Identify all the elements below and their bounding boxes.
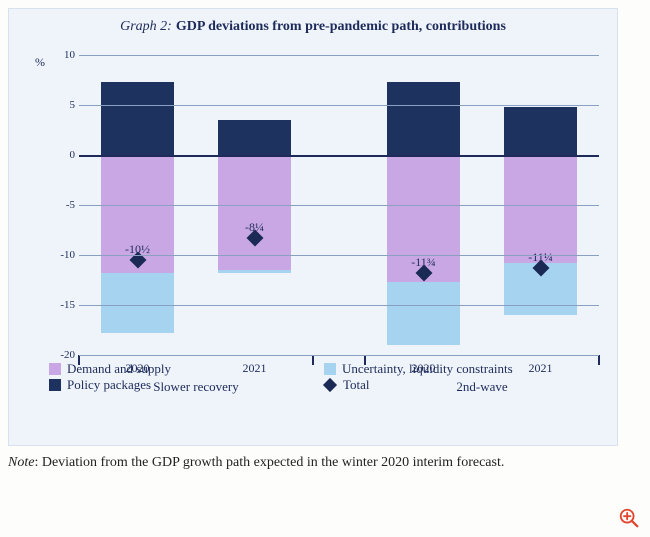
x-sep-tick bbox=[364, 355, 366, 365]
bar-uncertainty bbox=[387, 282, 460, 345]
gridline bbox=[79, 255, 599, 256]
y-tick-label: 0 bbox=[49, 149, 75, 161]
x-category-label: 2021 bbox=[243, 361, 267, 376]
bar-uncertainty bbox=[218, 270, 291, 273]
chart-title-text: GDP deviations from pre-pandemic path, c… bbox=[176, 19, 506, 34]
legend-label-demand-supply: Demand and supply bbox=[67, 361, 171, 377]
gridline bbox=[79, 205, 599, 206]
zoom-in-icon[interactable] bbox=[618, 507, 640, 529]
total-label: -8¼ bbox=[245, 220, 264, 235]
gridline bbox=[79, 155, 599, 157]
swatch-policy bbox=[49, 379, 61, 391]
gridline bbox=[79, 55, 599, 56]
legend-label-total: Total bbox=[343, 377, 370, 393]
chart-title: Graph 2: GDP deviations from pre-pandemi… bbox=[27, 17, 599, 35]
legend-item-demand-supply: Demand and supply bbox=[49, 361, 324, 377]
gridline bbox=[79, 305, 599, 306]
gridline bbox=[79, 355, 599, 356]
bar-policy bbox=[387, 82, 460, 155]
swatch-demand-supply bbox=[49, 363, 61, 375]
note-label: Note bbox=[8, 455, 34, 470]
swatch-uncertainty bbox=[324, 363, 336, 375]
bar-demand-supply bbox=[218, 155, 291, 270]
swatch-total bbox=[323, 378, 337, 392]
y-tick-label: -5 bbox=[49, 199, 75, 211]
y-axis-unit: % bbox=[35, 55, 45, 70]
x-category-label: 2021 bbox=[529, 361, 553, 376]
x-sep-tick bbox=[598, 355, 600, 365]
note-text: : Deviation from the GDP growth path exp… bbox=[34, 455, 504, 470]
bar-policy bbox=[101, 82, 174, 155]
x-category-label: 2020 bbox=[412, 361, 436, 376]
total-label: -11¾ bbox=[411, 255, 436, 270]
bar-policy bbox=[504, 107, 577, 155]
y-tick-label: 10 bbox=[49, 49, 75, 61]
chart-note: Note: Deviation from the GDP growth path… bbox=[8, 454, 608, 473]
bar-demand-supply bbox=[504, 155, 577, 263]
x-group-label: 2nd-wave bbox=[456, 379, 507, 395]
y-tick-label: -20 bbox=[49, 349, 75, 361]
bar-uncertainty bbox=[101, 273, 174, 333]
x-sep-tick bbox=[312, 355, 314, 365]
y-tick-label: 5 bbox=[49, 99, 75, 111]
total-label: -11¼ bbox=[528, 250, 553, 265]
gridline bbox=[79, 105, 599, 106]
chart-panel: Graph 2: GDP deviations from pre-pandemi… bbox=[8, 8, 618, 446]
x-group-label: Slower recovery bbox=[153, 379, 239, 395]
y-tick-label: -15 bbox=[49, 299, 75, 311]
x-sep-tick bbox=[78, 355, 80, 365]
legend-label-policy: Policy packages bbox=[67, 377, 151, 393]
y-tick-label: -10 bbox=[49, 249, 75, 261]
x-category-label: 2020 bbox=[126, 361, 150, 376]
chart-title-prefix: Graph 2: bbox=[120, 19, 172, 34]
bar-policy bbox=[218, 120, 291, 155]
plot-area: -10½2020-8¼2021-11¾2020-11¼2021Slower re… bbox=[49, 55, 599, 355]
